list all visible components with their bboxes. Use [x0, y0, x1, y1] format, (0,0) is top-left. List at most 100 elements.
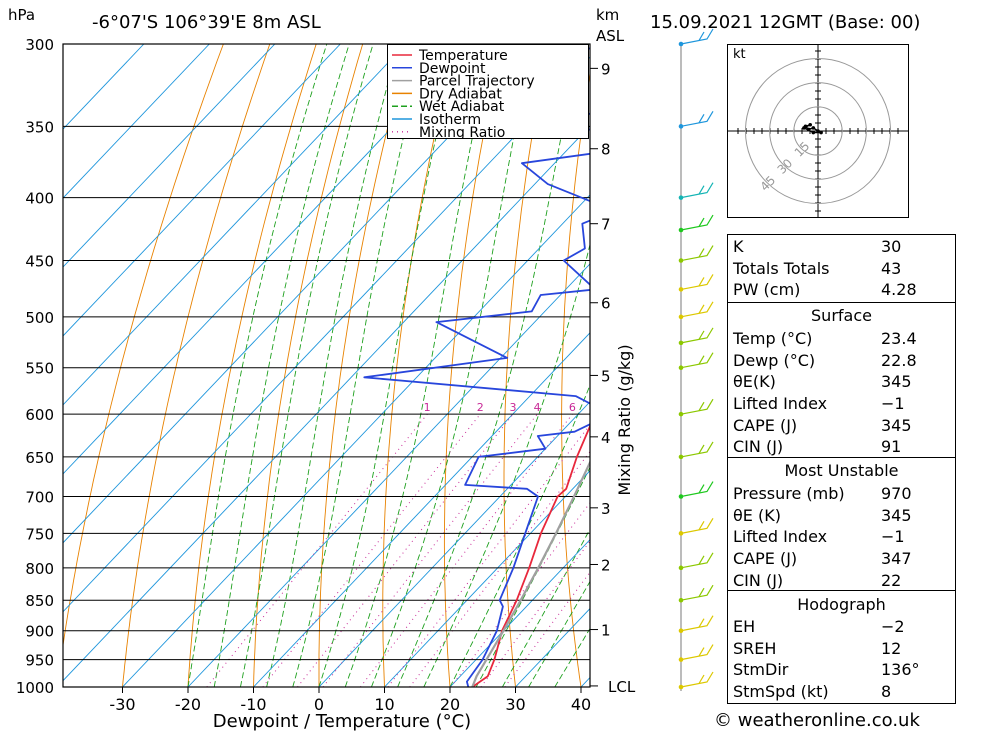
index-value: −1	[881, 394, 905, 414]
wind-barb-feather	[698, 217, 705, 227]
x-axis-label: Dewpoint / Temperature (°C)	[213, 711, 471, 732]
pressure-tick-label: 850	[25, 592, 54, 610]
plot-frame	[62, 43, 591, 688]
index-row: SREH 12	[728, 638, 956, 660]
index-row: K 30	[728, 236, 956, 258]
legend-label: Dry Adiabat	[419, 86, 502, 102]
pressure-tick-label: 900	[25, 623, 54, 641]
index-row: Totals Totals 43	[728, 258, 956, 280]
datetime-title: 15.09.2021 12GMT (Base: 00)	[650, 12, 921, 33]
legend-label: Dewpoint	[419, 61, 486, 77]
dry-adiabat-line	[63, 44, 224, 648]
dry-adiabat-line	[443, 44, 503, 687]
wind-barb	[680, 671, 714, 688]
hodograph-ring	[793, 106, 843, 156]
wind-barb	[680, 518, 714, 534]
isotherm-line	[384, 470, 590, 687]
general-indices-table: K 30 Totals Totals 43 PW (cm) 4.28	[728, 236, 956, 301]
km-tick-label: 2	[601, 556, 611, 574]
mixing-ratio-line	[504, 571, 590, 687]
wind-barb	[680, 552, 714, 569]
wind-barb-feather	[698, 114, 705, 124]
wet-adiabat-line	[344, 44, 494, 687]
wind-barb-feather	[698, 277, 705, 287]
mixing-ratio-label: 1	[424, 401, 431, 414]
series-parcel-trajectory	[471, 459, 590, 687]
index-value: 345	[881, 372, 912, 392]
credit-link[interactable]: © weatheronline.co.uk	[714, 710, 920, 731]
index-label: StmSpd (kt)	[733, 682, 829, 702]
wind-barb	[680, 615, 714, 632]
pressure-tick-label: 750	[25, 525, 54, 543]
wind-barb	[680, 327, 714, 344]
legend-label: Temperature	[418, 48, 508, 64]
mixing-ratio-line	[297, 413, 514, 687]
dry-adiabat-line	[966, 26, 1000, 687]
wind-barb-feather	[698, 587, 705, 598]
hodograph-indices-table: EH −2 SREH 12 StmDir 136° StmSpd (kt) 8	[728, 616, 956, 702]
isotherm-line	[318, 401, 590, 687]
wet-adiabat-line	[449, 383, 590, 687]
wind-barb	[680, 274, 714, 291]
wet-adiabat-line	[213, 44, 350, 687]
legend-label: Mixing Ratio	[419, 125, 505, 138]
dry-adiabat-line	[187, 44, 317, 687]
pressure-tick-label: 950	[25, 652, 54, 670]
temperature-tick-label: 20	[440, 695, 460, 714]
index-value: 347	[881, 549, 912, 569]
isotherm-line	[63, 44, 472, 475]
wind-barb	[680, 481, 714, 498]
km-tick-label: 5	[601, 367, 611, 385]
general-indices-panel: K 30 Totals Totals 43 PW (cm) 4.28	[727, 234, 956, 304]
chart-legend: Temperature Dewpoint Parcel Trajectory Dry …	[387, 44, 589, 139]
hodograph-ring-label: 45	[758, 173, 779, 194]
hodograph-point	[816, 129, 820, 133]
dry-adiabat-line	[253, 44, 364, 687]
temperature-tick-label: 30	[505, 695, 525, 714]
wet-adiabat-line	[239, 44, 374, 687]
pressure-tick-label: 350	[25, 118, 54, 136]
wind-barb-feather	[698, 521, 705, 531]
wind-barb-feather	[698, 248, 705, 258]
index-row: StmSpd (kt) 8	[728, 681, 956, 703]
temperature-tick-label: 40	[571, 695, 591, 714]
wind-barb-feather	[698, 647, 705, 657]
index-label: Dewp (°C)	[733, 350, 816, 370]
most-unstable-panel: Most Unstable Pressure (mb) 970 θE (K) 345 L…	[727, 457, 956, 592]
isotherm-line	[122, 194, 590, 687]
wind-barb	[680, 441, 714, 458]
wet-adiabat-line	[423, 242, 590, 687]
wind-barb-feather	[698, 304, 705, 314]
surface-title: Surface	[811, 306, 872, 325]
wind-barb-feather	[698, 185, 705, 195]
km-tick-label: 7	[601, 216, 611, 234]
hodograph-ring-label: 30	[775, 156, 796, 177]
index-row: Lifted Index −1	[728, 526, 956, 548]
hodograph-unit: kt	[733, 47, 746, 62]
index-value: 345	[881, 505, 912, 525]
wind-barb	[680, 28, 714, 45]
index-label: CAPE (J)	[733, 549, 798, 569]
isotherm-line	[63, 44, 538, 544]
legend-label: Parcel Trajectory	[419, 74, 535, 90]
index-label: CIN (J)	[733, 437, 784, 457]
km-tick-label: 1	[601, 622, 611, 640]
index-row: Lifted Index −1	[728, 393, 956, 415]
surface-indices-table: Temp (°C) 23.4 Dewp (°C) 22.8 θE(K) 345 Lifted…	[728, 328, 956, 458]
wet-adiabat-line	[187, 44, 328, 687]
temperature-tick-label: 0	[314, 695, 324, 714]
dry-adiabat-line	[561, 70, 590, 687]
wet-adiabat-line	[318, 44, 459, 687]
index-row: CIN (J) 91	[728, 436, 956, 458]
index-value: −1	[881, 527, 905, 547]
temperature-tick-label: -20	[175, 695, 201, 714]
hpa-unit-label: hPa	[8, 6, 36, 24]
wet-adiabat-line	[528, 580, 590, 687]
isotherm-line	[63, 44, 341, 337]
index-label: Lifted Index	[733, 394, 828, 414]
wind-barb-feather	[698, 31, 705, 41]
hodograph-ring	[769, 82, 867, 180]
hodograph-panel: 15 30 45 kt	[727, 44, 909, 218]
